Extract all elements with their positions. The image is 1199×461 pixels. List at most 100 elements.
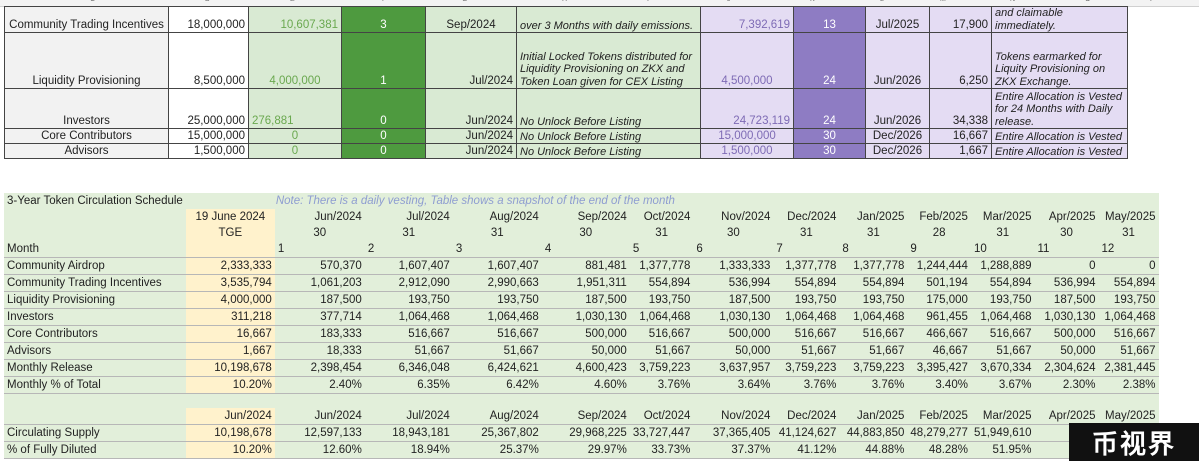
alloc-note2[interactable]: and claimable immediately. [991, 6, 1128, 33]
month-value[interactable]: 2,381,445 [1098, 359, 1159, 377]
circ-value[interactable]: 37,365,405 [693, 424, 774, 442]
summary-month-header[interactable]: Jan/2025 [839, 408, 908, 425]
col-header[interactable]: H [562, 0, 567, 3]
month-value[interactable]: 516,667 [839, 325, 908, 343]
pct-value[interactable]: 51.95% [970, 441, 1035, 459]
month-value[interactable]: 187,500 [541, 291, 630, 309]
month-value[interactable]: 554,894 [629, 274, 694, 292]
alloc-note[interactable]: No Unlock Before Listing [516, 128, 701, 144]
alloc-start[interactable]: Jun/2024 [425, 88, 517, 129]
circ-value[interactable]: 10,198,678 [185, 424, 275, 442]
month-value[interactable]: 51,667 [452, 342, 542, 360]
month-num[interactable]: 6 [693, 241, 774, 258]
summary-month-header[interactable]: Nov/2024 [693, 408, 774, 425]
tge-value[interactable]: 4,000,000 [185, 291, 275, 309]
month-value[interactable]: 6,424,621 [452, 359, 542, 377]
tge-value[interactable]: 2,333,333 [185, 257, 275, 275]
month-value[interactable]: 516,667 [1098, 325, 1159, 343]
month-value[interactable]: 187,500 [693, 291, 774, 309]
circ-value[interactable]: 48,279,277 [907, 424, 971, 442]
month-value[interactable]: 183,333 [274, 325, 365, 343]
col-header[interactable]: P [1150, 0, 1155, 3]
alloc-note2[interactable]: Entire Allocation is Vested [991, 128, 1128, 144]
month-value[interactable]: 2.30% [1034, 376, 1099, 394]
month-header[interactable]: Apr/2025 [1048, 211, 1096, 223]
summary-month-header[interactable]: Feb/2025 [907, 408, 971, 425]
month-value[interactable]: 554,894 [970, 274, 1035, 292]
month-value[interactable]: 4.60% [541, 376, 630, 394]
alloc-daily[interactable]: 6,250 [929, 32, 992, 89]
month-num[interactable]: 7 [773, 241, 840, 258]
month-value[interactable]: 3.67% [970, 376, 1035, 394]
circ-value[interactable]: 29,968,225 [541, 424, 630, 442]
alloc-note[interactable]: Initial Locked Tokens distributed for Li… [516, 32, 701, 89]
alloc-vest[interactable]: 13 [793, 6, 866, 33]
month-value[interactable]: 175,000 [907, 291, 971, 309]
month-value[interactable]: 51,667 [970, 342, 1035, 360]
month-value[interactable]: 500,000 [1034, 325, 1099, 343]
month-value[interactable]: 6.35% [364, 376, 453, 394]
days-cell[interactable]: 30 [579, 227, 593, 239]
alloc-remaining[interactable]: 4,500,000 [700, 32, 794, 89]
days-cell[interactable]: 30 [313, 227, 327, 239]
col-header[interactable]: E [290, 0, 295, 3]
month-value[interactable]: 50,000 [1034, 342, 1099, 360]
month-value[interactable]: 500,000 [541, 325, 630, 343]
days-cell[interactable]: 31 [1122, 227, 1135, 239]
alloc-start[interactable]: Jul/2024 [425, 32, 517, 89]
alloc-note2[interactable]: Entire Allocation is Vested [991, 143, 1128, 159]
month-header[interactable]: May/2025 [1104, 211, 1156, 223]
col-header[interactable]: O [1085, 0, 1090, 3]
alloc-start[interactable]: Sep/2024 [425, 6, 517, 33]
col-header[interactable]: D [205, 0, 210, 3]
month-value[interactable]: 6.42% [452, 376, 542, 394]
month-value[interactable]: 516,667 [452, 325, 542, 343]
month-value[interactable]: 501,194 [907, 274, 971, 292]
month-value[interactable]: 1,244,444 [907, 257, 971, 275]
month-value[interactable]: 516,667 [970, 325, 1035, 343]
alloc-start[interactable]: Jun/2024 [425, 143, 517, 159]
month-header[interactable]: Mar/2025 [982, 211, 1032, 223]
month-value[interactable]: 2,304,624 [1034, 359, 1099, 377]
days-cell[interactable]: 31 [799, 227, 813, 239]
month-label[interactable]: Month [4, 241, 186, 258]
summary-month-header[interactable]: Aug/2024 [452, 408, 542, 425]
schedule-title[interactable]: 3-Year Token Circulation Schedule [7, 195, 183, 207]
month-value[interactable]: 0 [1034, 257, 1099, 275]
row-label[interactable]: Community Trading Incentives [4, 274, 186, 292]
month-header[interactable]: Oct/2024 [643, 211, 691, 223]
alloc-note[interactable]: No Unlock Before Listing [516, 88, 701, 129]
alloc-vest[interactable]: 24 [793, 88, 866, 129]
month-value[interactable]: 1,030,130 [693, 308, 774, 326]
circ-value[interactable]: 18,943,181 [364, 424, 453, 442]
month-value[interactable]: 961,455 [907, 308, 971, 326]
month-value[interactable]: 193,750 [629, 291, 694, 309]
tge-value[interactable]: 3,535,794 [185, 274, 275, 292]
month-num[interactable]: 8 [839, 241, 908, 258]
month-value[interactable]: 2,398,454 [274, 359, 365, 377]
month-value[interactable]: 1,333,333 [693, 257, 774, 275]
summary-month-header[interactable]: Mar/2025 [970, 408, 1035, 425]
month-header[interactable]: Nov/2024 [721, 211, 771, 223]
month-value[interactable]: 516,667 [629, 325, 694, 343]
alloc-end[interactable]: Jun/2026 [865, 32, 930, 89]
month-value[interactable]: 3.40% [907, 376, 971, 394]
month-value[interactable]: 193,750 [364, 291, 453, 309]
month-num[interactable]: 4 [541, 241, 630, 258]
month-value[interactable]: 1,061,203 [274, 274, 365, 292]
month-value[interactable]: 2,990,663 [452, 274, 542, 292]
row-label[interactable]: Liquidity Provisioning [4, 291, 186, 309]
month-value[interactable]: 1,064,468 [452, 308, 542, 326]
month-header[interactable]: Jul/2024 [406, 211, 450, 223]
row-label[interactable]: Investors [4, 308, 186, 326]
summary-month-header[interactable]: Apr/2025 [1034, 408, 1099, 425]
month-value[interactable]: 193,750 [839, 291, 908, 309]
month-value[interactable]: 3,637,957 [693, 359, 774, 377]
circ-value[interactable]: 41,124,627 [773, 424, 840, 442]
tge-value[interactable]: 311,218 [185, 308, 275, 326]
alloc-start[interactable]: Jun/2024 [425, 128, 517, 144]
days-cell[interactable]: 31 [655, 227, 668, 239]
alloc-remaining[interactable]: 24,723,119 [700, 88, 794, 129]
month-value[interactable]: 554,894 [1098, 274, 1159, 292]
month-value[interactable]: 1,377,778 [839, 257, 908, 275]
